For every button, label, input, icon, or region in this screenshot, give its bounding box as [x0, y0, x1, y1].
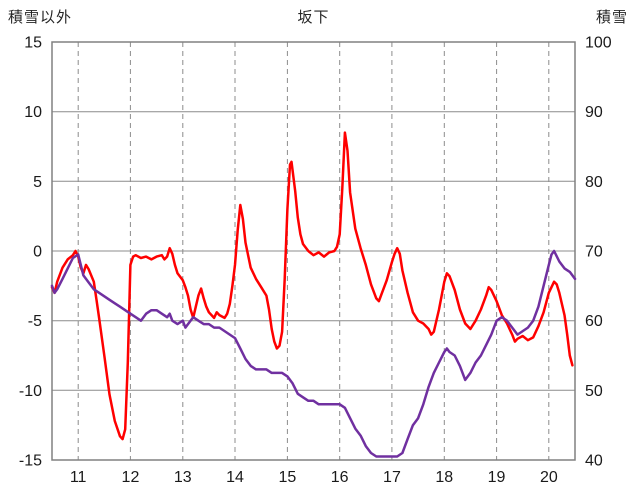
left-axis-tick-label: -15	[19, 453, 42, 470]
x-axis-tick-label: 16	[331, 469, 349, 486]
right-axis-tick-label: 50	[585, 383, 603, 400]
left-axis-tick-label: -5	[28, 313, 42, 330]
left-axis-title: 積雪以外	[8, 9, 73, 26]
x-axis-tick-label: 11	[70, 469, 87, 486]
right-axis-tick-label: 40	[585, 453, 603, 470]
left-axis-tick-label: 0	[33, 244, 42, 261]
right-axis-title: 積雪	[595, 9, 628, 26]
x-axis-tick-label: 20	[540, 469, 558, 486]
x-axis-tick-label: 17	[383, 469, 401, 486]
plot-border	[51, 41, 576, 461]
x-axis-tick-label: 18	[435, 469, 453, 486]
red-line-series	[50, 131, 574, 441]
chart-title: 坂下	[297, 9, 330, 26]
right-axis-tick-label: 90	[585, 104, 603, 121]
left-axis-tick-label: 15	[24, 35, 42, 52]
x-axis-tick-label: 13	[174, 469, 192, 486]
x-axis-tick-label: 15	[278, 469, 296, 486]
x-axis-tick-label: 19	[488, 469, 506, 486]
left-axis-tick-label: 10	[24, 104, 42, 121]
left-axis-tick-label: 5	[33, 174, 42, 191]
left-axis-tick-label: -10	[19, 383, 42, 400]
x-axis-tick-label: 14	[226, 469, 244, 486]
x-axis-tick-label: 12	[122, 469, 140, 486]
right-axis-tick-label: 70	[585, 244, 603, 261]
purple-line-series	[50, 249, 577, 458]
right-axis-tick-label: 80	[585, 174, 603, 191]
right-axis-tick-label: 60	[585, 313, 603, 330]
right-axis-tick-label: 100	[585, 35, 612, 52]
